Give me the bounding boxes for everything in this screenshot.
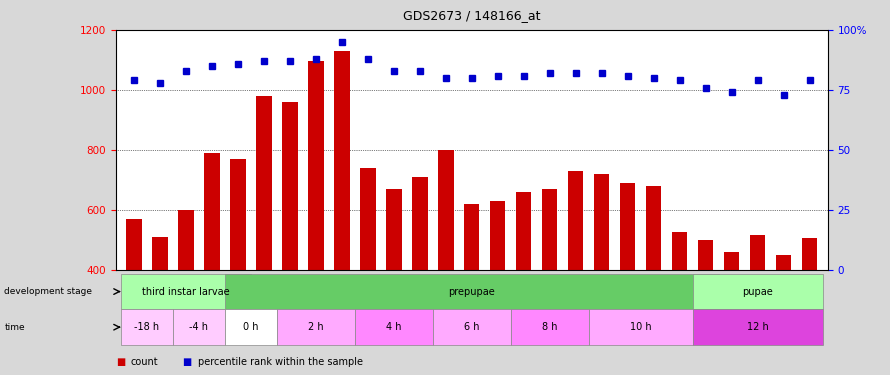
Bar <box>692 274 822 309</box>
Text: -18 h: -18 h <box>134 322 159 332</box>
Text: GDS2673 / 148166_at: GDS2673 / 148166_at <box>403 9 540 22</box>
Bar <box>386 189 401 375</box>
Bar <box>749 236 765 375</box>
Bar <box>225 274 718 309</box>
Bar <box>672 232 687 375</box>
Bar <box>802 238 817 375</box>
Text: 8 h: 8 h <box>542 322 557 332</box>
Bar <box>646 186 661 375</box>
Bar <box>438 150 454 375</box>
Bar <box>588 309 692 345</box>
Bar <box>511 309 588 345</box>
Text: third instar larvae: third instar larvae <box>142 286 230 297</box>
Bar <box>282 102 297 375</box>
Bar <box>464 204 480 375</box>
Bar <box>334 51 350 375</box>
Bar <box>225 309 277 345</box>
Bar <box>619 183 635 375</box>
Bar <box>121 309 173 345</box>
Bar <box>121 274 251 309</box>
Bar <box>204 153 220 375</box>
Text: count: count <box>131 357 158 367</box>
Bar <box>433 309 511 345</box>
Bar <box>277 309 355 345</box>
Bar <box>724 252 740 375</box>
Text: development stage: development stage <box>4 287 93 296</box>
Bar <box>173 309 225 345</box>
Bar <box>355 309 433 345</box>
Text: 0 h: 0 h <box>243 322 259 332</box>
Text: time: time <box>4 322 25 332</box>
Text: ■: ■ <box>116 357 125 367</box>
Bar <box>490 201 506 375</box>
Text: ■: ■ <box>182 357 191 367</box>
Bar <box>542 189 557 375</box>
Text: 4 h: 4 h <box>386 322 401 332</box>
Text: 6 h: 6 h <box>464 322 480 332</box>
Bar <box>230 159 246 375</box>
Text: 12 h: 12 h <box>747 322 768 332</box>
Bar <box>256 96 271 375</box>
Text: 10 h: 10 h <box>630 322 651 332</box>
Bar <box>776 255 791 375</box>
Bar <box>516 192 531 375</box>
Bar <box>568 171 584 375</box>
Bar <box>412 177 427 375</box>
Bar <box>308 62 324 375</box>
Text: prepupae: prepupae <box>449 286 495 297</box>
Bar <box>152 237 167 375</box>
Text: percentile rank within the sample: percentile rank within the sample <box>198 357 362 367</box>
Bar <box>692 309 822 345</box>
Bar <box>126 219 142 375</box>
Bar <box>360 168 376 375</box>
Text: 2 h: 2 h <box>308 322 324 332</box>
Text: pupae: pupae <box>742 286 773 297</box>
Bar <box>698 240 714 375</box>
Text: -4 h: -4 h <box>190 322 208 332</box>
Bar <box>178 210 194 375</box>
Bar <box>594 174 610 375</box>
